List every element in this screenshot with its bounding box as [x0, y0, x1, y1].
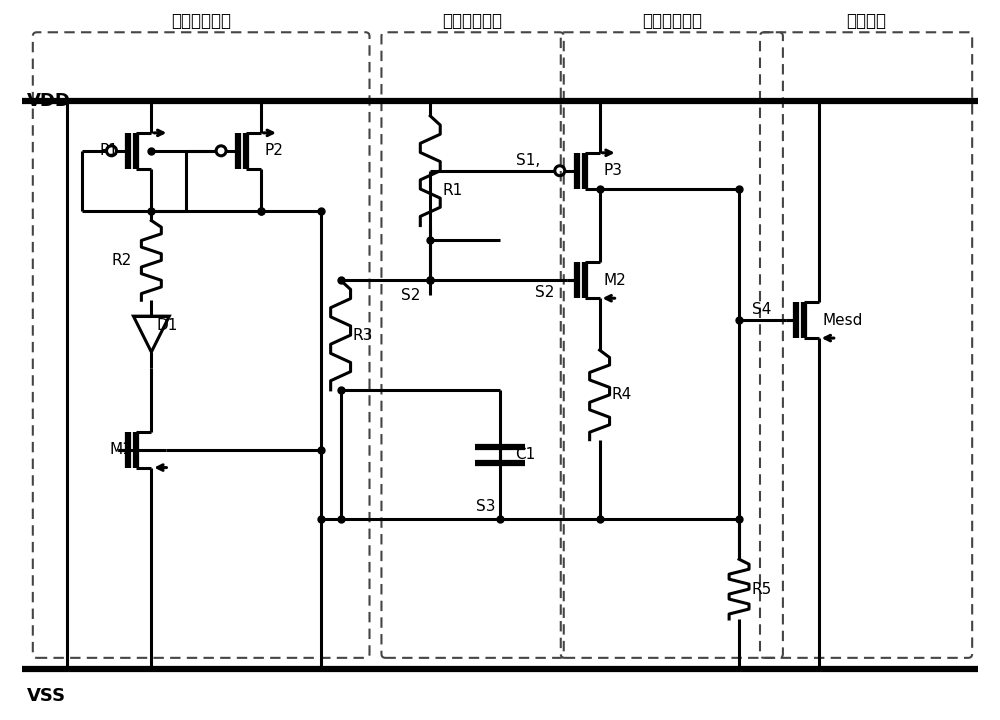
- Text: S1,: S1,: [516, 153, 540, 168]
- Text: 合成控制电路: 合成控制电路: [642, 12, 702, 30]
- Text: R4: R4: [612, 387, 632, 402]
- Text: VDD: VDD: [27, 92, 71, 110]
- Text: 静态触发电路: 静态触发电路: [171, 12, 231, 30]
- Text: S3: S3: [476, 500, 495, 514]
- Text: R1: R1: [442, 183, 462, 198]
- Text: S2: S2: [401, 288, 420, 303]
- Text: R3: R3: [353, 328, 373, 343]
- Text: C1: C1: [515, 447, 535, 462]
- Text: R5: R5: [751, 582, 771, 597]
- Text: P1: P1: [100, 143, 118, 158]
- Text: S4: S4: [752, 302, 771, 318]
- Text: D1: D1: [156, 318, 178, 333]
- Text: M1: M1: [110, 442, 132, 457]
- Text: R2: R2: [111, 253, 131, 268]
- Text: P3: P3: [604, 163, 623, 179]
- Text: VSS: VSS: [27, 687, 66, 705]
- Text: 泄放电路: 泄放电路: [846, 12, 886, 30]
- Text: Mesd: Mesd: [823, 312, 863, 328]
- Text: 瞬态触发电路: 瞬态触发电路: [443, 12, 503, 30]
- Text: M2: M2: [604, 273, 626, 288]
- Text: P2: P2: [265, 143, 284, 158]
- Text: S2: S2: [535, 285, 555, 300]
